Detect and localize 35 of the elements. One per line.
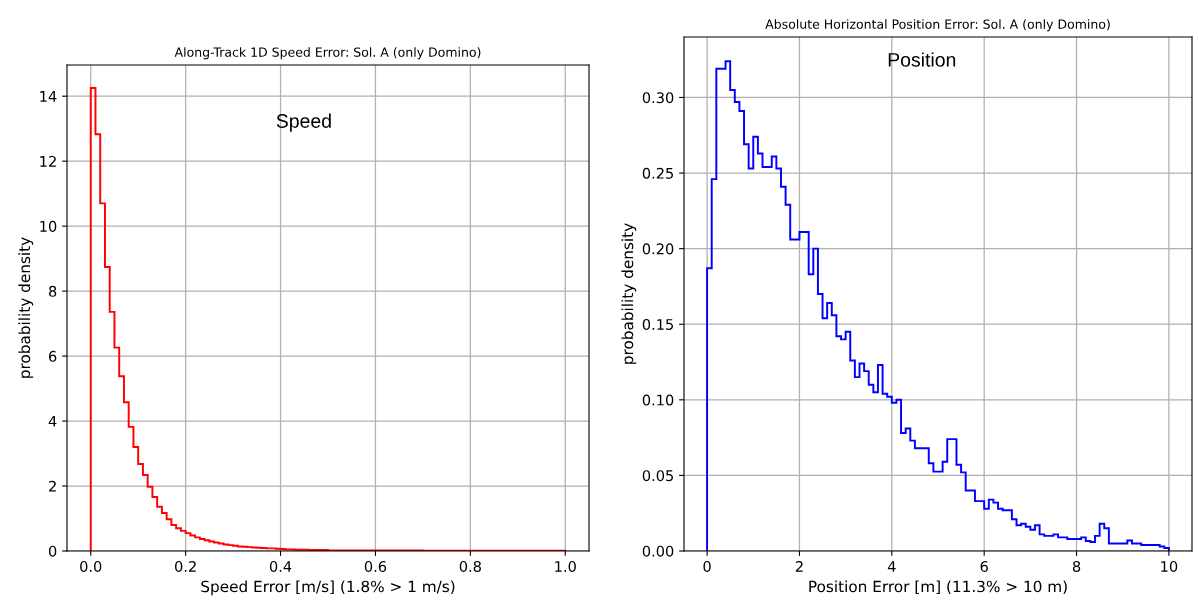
y-axis-title: probability density <box>18 237 34 378</box>
y-tick-label: 0.15 <box>642 318 673 330</box>
annotation: Position <box>888 52 956 67</box>
x-tick-label: 2 <box>795 560 803 572</box>
y-tick-label: 0.05 <box>642 470 673 482</box>
y-tick-label: 14 <box>40 91 57 102</box>
y-tick-label: 0 <box>48 545 57 557</box>
y-tick-label: 6 <box>49 350 57 362</box>
chart-title: Absolute Horizontal Position Error: Sol. A (only Domino) <box>765 19 1110 32</box>
x-tick-label: 10 <box>1161 560 1178 573</box>
annotation: Speed <box>276 113 331 132</box>
x-tick-label: 0.4 <box>269 560 292 573</box>
y-tick-label: 8 <box>48 285 57 297</box>
y-tick-label: 0.00 <box>642 545 674 557</box>
chart-title: Along-Track 1D Speed Error: Sol. A (only Domino) <box>174 47 481 60</box>
x-axis-title: Position Error [m] (11.3% > 10 m) <box>809 580 1067 595</box>
y-axis-title: probability density <box>621 223 637 364</box>
y-tick-label: 2 <box>49 480 56 492</box>
y-tick-label: 4 <box>48 415 57 427</box>
y-tick-label: 12 <box>40 155 56 167</box>
x-tick-label: 0.6 <box>364 560 387 573</box>
x-tick-label: 8 <box>1072 560 1081 573</box>
x-tick-label: 0 <box>703 560 711 573</box>
x-tick-label: 0.8 <box>459 560 481 573</box>
x-tick-label: 0.0 <box>80 560 102 573</box>
x-tick-label: 0.2 <box>175 560 196 573</box>
y-tick-label: 10 <box>40 220 57 232</box>
x-tick-label: 6 <box>980 560 988 573</box>
x-tick-label: 4 <box>887 561 896 572</box>
x-tick-label: 1.0 <box>555 560 576 573</box>
y-tick-label: 0.10 <box>642 394 674 406</box>
x-axis-title: Speed Error [m/s] (1.8% > 1 m/s) <box>201 580 455 596</box>
y-tick-label: 0.20 <box>642 243 674 255</box>
y-tick-label: 0.30 <box>642 92 674 104</box>
y-tick-label: 0.25 <box>642 167 673 179</box>
